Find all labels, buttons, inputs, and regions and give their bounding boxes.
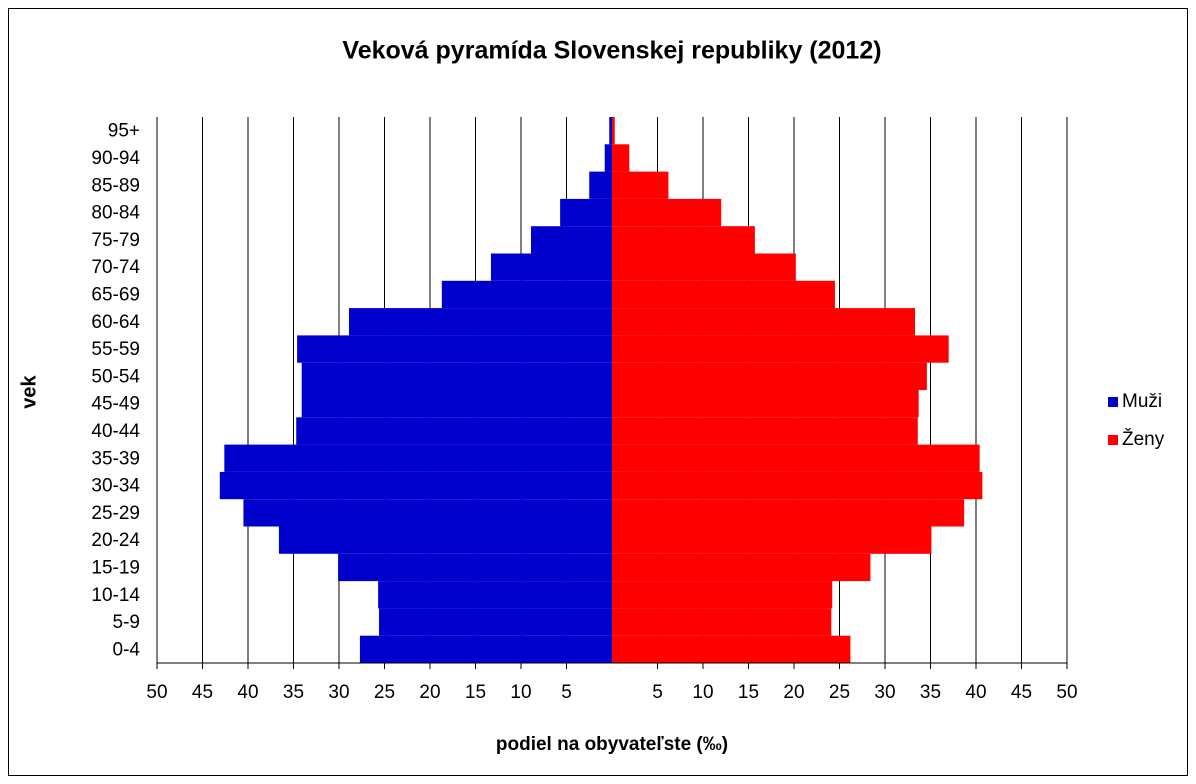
y-tick-label: 10-14	[91, 585, 140, 606]
y-tick-label: 40-44	[91, 421, 140, 442]
bar	[612, 144, 630, 172]
x-tick-label: 35	[283, 682, 304, 703]
bar	[296, 417, 612, 445]
x-tick-label: 30	[874, 682, 895, 703]
bar	[612, 335, 949, 363]
y-tick-label: 70-74	[91, 257, 140, 278]
bar	[359, 635, 612, 663]
x-tick-label: 25	[829, 682, 850, 703]
bar	[612, 581, 833, 609]
y-tick-label: 5-9	[113, 612, 140, 633]
bar	[612, 635, 851, 663]
bar	[612, 390, 919, 418]
y-axis-label: vek	[18, 374, 40, 408]
bar	[612, 362, 927, 390]
y-tick-label: 90-94	[91, 148, 140, 169]
bar	[612, 499, 965, 527]
x-tick-label: 25	[374, 682, 395, 703]
y-tick-label: 15-19	[91, 557, 140, 578]
bar	[612, 526, 932, 554]
chart-title: Veková pyramída Slovenskej republiky (20…	[342, 37, 881, 65]
bar	[609, 117, 612, 145]
y-tick-label: 95+	[108, 121, 140, 142]
bar	[378, 581, 612, 609]
y-tick-label: 50-54	[91, 366, 140, 387]
x-tick-label: 35	[920, 682, 941, 703]
x-tick-label: 10	[510, 682, 531, 703]
x-tick-label: 15	[738, 682, 759, 703]
y-tick-label: 20-24	[91, 530, 140, 551]
bar	[349, 308, 612, 336]
bar	[612, 253, 796, 281]
bar	[224, 444, 612, 472]
y-tick-label: 65-69	[91, 284, 140, 305]
y-tick-label: 60-64	[91, 312, 140, 333]
y-tick-label: 25-29	[91, 503, 140, 524]
y-tick-label: 0-4	[113, 639, 141, 660]
bar	[379, 608, 612, 636]
x-axis-label: podiel na obyvateľste (‰)	[496, 734, 728, 755]
bar	[301, 362, 612, 390]
x-tick-label: 5	[652, 682, 663, 703]
bar	[612, 198, 722, 227]
x-tick-label: 20	[419, 682, 440, 703]
bar	[338, 553, 612, 582]
x-tick-label: 5	[561, 682, 572, 703]
x-tick-label: 45	[1011, 682, 1032, 703]
bar	[219, 471, 613, 500]
bar	[612, 308, 916, 336]
x-tick-label: 40	[237, 682, 258, 703]
bar	[490, 253, 612, 281]
y-tick-label: 55-59	[91, 339, 140, 360]
legend-label: Muži	[1122, 391, 1162, 412]
x-tick-label: 15	[465, 682, 486, 703]
bar	[560, 198, 612, 227]
bar	[612, 280, 835, 309]
bar	[612, 417, 918, 445]
x-tick-label: 45	[192, 682, 213, 703]
x-tick-label: 20	[783, 682, 804, 703]
y-tick-label: 30-34	[91, 476, 140, 497]
y-tick-label: 45-49	[91, 394, 140, 415]
bar	[278, 526, 612, 554]
bar	[531, 226, 612, 254]
y-tick-label: 35-39	[91, 448, 140, 469]
x-tick-label: 40	[965, 682, 986, 703]
x-tick-label: 10	[692, 682, 713, 703]
bar	[612, 553, 871, 582]
y-tick-label: 75-79	[91, 230, 140, 251]
legend-swatch	[1108, 397, 1118, 407]
bar	[589, 171, 612, 199]
y-tick-label: 85-89	[91, 175, 140, 196]
bar	[612, 226, 755, 254]
bar	[612, 444, 980, 472]
bar	[441, 280, 612, 309]
bar	[604, 144, 612, 172]
y-tick-label: 80-84	[91, 203, 140, 224]
bar	[612, 608, 832, 636]
bar	[612, 471, 983, 500]
bar	[297, 335, 612, 363]
bar	[612, 171, 669, 199]
bar	[301, 390, 612, 418]
x-tick-label: 50	[1056, 682, 1077, 703]
bar	[243, 499, 612, 527]
legend-swatch	[1108, 435, 1118, 445]
legend-label: Ženy	[1122, 428, 1165, 450]
x-tick-label: 30	[328, 682, 349, 703]
x-tick-label: 50	[146, 682, 167, 703]
bar	[612, 117, 615, 145]
